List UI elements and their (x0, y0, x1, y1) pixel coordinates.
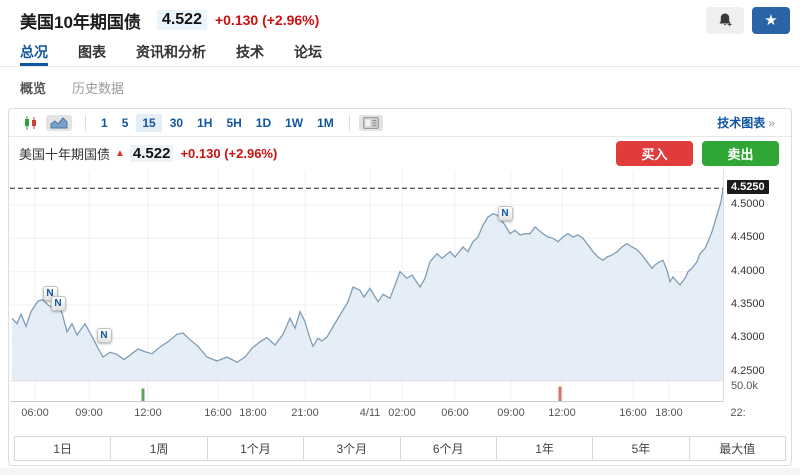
x-axis-label: 09:00 (75, 407, 103, 419)
news-marker[interactable]: N (96, 328, 112, 344)
sub-tab-summary[interactable]: 概览 (20, 81, 47, 96)
main-tab-technical[interactable]: 技术 (236, 44, 264, 60)
time-axis: 06:00 09:00 12:00 16:00 18:00 21:00 4/11 02:00 0… (9, 402, 791, 424)
range-5y[interactable]: 5年 (593, 437, 690, 460)
price-area-series (12, 188, 723, 381)
price-line-series (11, 188, 723, 364)
x-axis-label: 06:00 (21, 407, 49, 419)
up-arrow-icon: ▲ (115, 148, 125, 159)
range-selector: 1日 1周 1个月 3个月 6个月 1年 5年 最大值 (14, 436, 786, 461)
range-3m[interactable]: 3个月 (304, 437, 401, 460)
interval-5[interactable]: 5 (116, 114, 135, 132)
last-price-label: 4.5250 (727, 180, 769, 195)
range-1w[interactable]: 1周 (111, 437, 208, 460)
news-marker[interactable]: N (50, 296, 66, 312)
range-max[interactable]: 最大值 (689, 437, 785, 460)
header-change-pct: (+2.96%) (262, 12, 320, 28)
price-axis: 4.5250 4.5000 4.4500 4.4000 4.3500 4.3000 4.25… (723, 170, 791, 402)
sub-tab-historical-data[interactable]: 历史数据 (72, 81, 125, 96)
interval-group: 1 5 15 30 1H 5H 1D 1W 1M (95, 113, 340, 132)
indicators-panel-button[interactable] (358, 114, 383, 131)
x-axis-label: 16:00 (619, 407, 647, 419)
chevron-right-icon: » (768, 115, 775, 130)
y-axis-label: 4.4000 (731, 264, 765, 277)
x-axis-label: 16:00 (204, 407, 232, 419)
toolbar-divider (85, 114, 86, 131)
header-price: 4.522 (156, 10, 207, 30)
range-6m[interactable]: 6个月 (400, 437, 497, 460)
technical-chart-link[interactable]: 技术图表 » (711, 113, 781, 132)
header-actions: + ★ (706, 6, 790, 34)
x-axis-label: 12:00 (134, 407, 162, 419)
watchlist-star-button[interactable]: ★ (752, 6, 790, 34)
alert-bell-button[interactable]: + (706, 6, 744, 34)
x-axis-label: 06:00 (441, 407, 469, 419)
range-1d[interactable]: 1日 (15, 437, 112, 460)
interval-1m[interactable]: 1M (311, 114, 340, 132)
interval-1h[interactable]: 1H (191, 114, 218, 132)
area-chart-icon (50, 116, 68, 129)
x-axis-label: 22: (730, 407, 746, 419)
y-axis-label: 4.3000 (731, 331, 765, 344)
header-change: +0.130 (+2.96%) (215, 12, 319, 28)
chart-instrument-name: 美国十年期国债 (19, 147, 111, 162)
x-axis-label: 09:00 (497, 407, 525, 419)
sub-tabs: 概览 历史数据 (0, 67, 800, 108)
x-axis-label: 21:00 (291, 407, 319, 419)
interval-15[interactable]: 15 (136, 113, 162, 132)
main-tabs: 总况 图表 资讯和分析 技术 论坛 (0, 40, 800, 67)
x-axis-label: 18:00 (239, 407, 267, 419)
main-tab-overview[interactable]: 总况 (20, 40, 48, 66)
range-1y[interactable]: 1年 (496, 437, 594, 460)
interval-1d[interactable]: 1D (250, 114, 277, 132)
main-tab-charts[interactable]: 图表 (78, 44, 106, 60)
y-axis-label: 4.5000 (731, 198, 765, 210)
toolbar-divider (348, 114, 350, 131)
chart-toolbar: 1 5 15 30 1H 5H 1D 1W 1M 技术图表 » (9, 109, 791, 137)
y-axis-label: 4.3500 (731, 298, 765, 310)
technical-chart-label: 技术图表 (717, 116, 766, 130)
volume-axis-label: 50.0k (731, 380, 758, 392)
x-axis-label: 02:00 (388, 407, 416, 419)
main-tab-news-analysis[interactable]: 资讯和分析 (136, 44, 206, 60)
news-marker[interactable]: N (497, 206, 513, 222)
svg-text:+: + (727, 20, 732, 28)
bell-plus-icon: + (717, 12, 733, 28)
x-axis-label: 18:00 (655, 407, 683, 419)
buy-button[interactable]: 买入 (616, 141, 693, 166)
interval-1[interactable]: 1 (95, 114, 114, 132)
x-axis-label: 4/11 (359, 407, 381, 419)
range-1m[interactable]: 1个月 (207, 437, 305, 460)
panel-icon (362, 116, 379, 129)
page-title: 美国10年期国债 (20, 12, 141, 32)
sell-button[interactable]: 卖出 (702, 141, 779, 166)
header-change-value: +0.130 (214, 12, 259, 28)
volume-bar (558, 386, 562, 401)
interval-5h[interactable]: 5H (220, 114, 247, 132)
page-bottom-strip (0, 468, 800, 475)
chart-widget: 1 5 15 30 1H 5H 1D 1W 1M 技术图表 » 美国十 (8, 108, 792, 466)
instrument-header: 美国10年期国债 4.522 +0.130 (+2.96%) + ★ (0, 0, 800, 40)
interval-1w[interactable]: 1W (279, 114, 309, 132)
area-chart-button[interactable] (46, 114, 72, 131)
interval-30[interactable]: 30 (164, 114, 189, 132)
x-axis-label: 12:00 (548, 407, 576, 419)
chart-last-price: 4.522 (129, 145, 174, 162)
candlestick-chart-button[interactable] (19, 113, 42, 133)
chart-title-row: 美国十年期国债 ▲ 4.522 +0.130 (+2.96%) 买入 卖出 (9, 137, 791, 170)
volume-bar (141, 388, 145, 401)
chart-change: +0.130 (+2.96%) (180, 146, 278, 161)
main-tab-forum[interactable]: 论坛 (294, 44, 322, 60)
y-axis-label: 4.4500 (731, 231, 765, 244)
star-icon: ★ (764, 12, 778, 29)
y-axis-label: 4.2500 (731, 364, 765, 377)
price-chart-canvas[interactable] (10, 170, 723, 402)
candlestick-icon (23, 115, 38, 131)
